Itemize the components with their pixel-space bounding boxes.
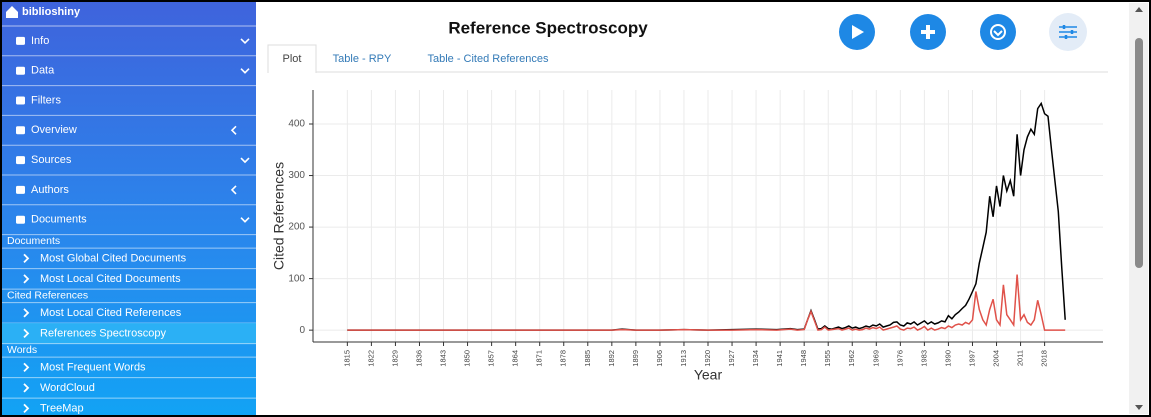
y-tick-label: 200 — [288, 222, 305, 233]
menu-label[interactable]: Data — [31, 65, 55, 77]
chevron-left — [230, 125, 237, 135]
scroll-up[interactable] — [1135, 7, 1143, 12]
x-tick-label: 1948 — [799, 350, 808, 367]
x-tick-label: 1878 — [559, 350, 568, 367]
x-tick-label: 1836 — [414, 350, 423, 367]
slider-knobs — [1062, 25, 1074, 39]
chevron-down — [240, 217, 250, 223]
menu-icon — [16, 156, 25, 165]
x-tick-label: 1906 — [655, 350, 664, 367]
menu-icon — [16, 96, 25, 105]
x-tick-label: 2004 — [992, 350, 1001, 367]
item-chevron — [23, 308, 30, 318]
section-label: Documents — [7, 235, 60, 247]
x-tick-label: 1969 — [871, 350, 880, 367]
x-tick-label: 1843 — [439, 350, 448, 367]
menu-label[interactable]: Filters — [31, 94, 61, 106]
item-chevron — [23, 274, 30, 284]
chevron-down — [240, 157, 250, 164]
page-title: Reference Spectroscopy — [448, 18, 648, 37]
menu-item[interactable]: TreeMap — [40, 402, 84, 414]
menu-item[interactable]: Most Global Cited Documents — [40, 252, 187, 264]
y-tick-label: 400 — [288, 119, 305, 130]
y-tick-label: 100 — [288, 273, 305, 284]
x-tick-label: 1815 — [342, 350, 351, 367]
x-tick-label: 1822 — [366, 350, 375, 367]
item-chevron — [23, 328, 30, 338]
brand: biblioshiny — [22, 6, 81, 18]
item-chevron — [23, 403, 30, 413]
menu-icon — [16, 215, 25, 224]
x-tick-label: 1920 — [703, 350, 712, 367]
x-tick-label: 1899 — [631, 350, 640, 367]
chevron-down — [240, 68, 250, 74]
tab[interactable]: Table - RPY — [333, 53, 392, 65]
x-tick-label: 1941 — [775, 350, 784, 367]
menu-icon — [16, 66, 25, 75]
x-tick-label: 1990 — [943, 350, 952, 367]
menu-icon — [16, 126, 25, 135]
section-label: Cited References — [7, 290, 88, 302]
chevron-left — [230, 185, 237, 195]
tab[interactable]: Table - Cited References — [427, 53, 549, 65]
x-tick-label: 1913 — [679, 350, 688, 367]
x-tick-label: 1885 — [583, 350, 592, 367]
download-icon — [990, 24, 1006, 40]
play-icon — [852, 25, 864, 39]
menu-item[interactable]: References Spectroscopy — [40, 327, 166, 339]
x-tick-label: 2011 — [1016, 350, 1025, 366]
menu-label[interactable]: Documents — [31, 214, 87, 226]
y-axis-title: Cited References — [271, 162, 287, 270]
scroll-thumb[interactable] — [1135, 38, 1143, 268]
menu-label[interactable]: Overview — [31, 124, 77, 136]
plus-icon — [921, 25, 935, 39]
sidebar — [0, 0, 256, 417]
home-icon — [6, 6, 18, 18]
menu-icon — [16, 36, 25, 45]
x-tick-label: 1927 — [727, 350, 736, 367]
download-button[interactable] — [980, 14, 1016, 50]
sliders-icon — [1059, 26, 1077, 38]
line-series — [347, 274, 1066, 332]
x-tick-label: 1829 — [390, 350, 399, 367]
x-tick-label: 1962 — [847, 350, 856, 367]
x-tick-label: 1934 — [751, 350, 760, 367]
menu-item[interactable]: Most Frequent Words — [40, 361, 146, 373]
tabs: Plot Table - RPY Table - Cited References — [267, 44, 549, 73]
x-tick-label: 1983 — [919, 350, 928, 367]
x-tick-label: 2018 — [1040, 350, 1049, 367]
menu-label[interactable]: Sources — [31, 154, 72, 166]
y-tick-label: 300 — [288, 170, 305, 181]
active-tab — [267, 44, 317, 73]
x-tick-label: 1850 — [463, 350, 472, 367]
section-label: Words — [7, 344, 37, 356]
menu-item[interactable]: Most Local Cited References — [40, 307, 182, 319]
item-chevron — [23, 383, 30, 393]
x-tick-label: 1892 — [607, 350, 616, 367]
x-tick-label: 1997 — [967, 350, 976, 367]
menu-icon — [16, 185, 25, 194]
scroll-down[interactable] — [1135, 405, 1143, 410]
download-arrow — [993, 30, 1003, 37]
x-tick-label: 1955 — [823, 350, 832, 367]
sidebar-menu: biblioshiny Info Data Filters Overview Source… — [0, 6, 256, 414]
x-axis-title: Year — [694, 367, 723, 383]
menu-item[interactable]: WordCloud — [40, 382, 95, 394]
menu-label[interactable]: Info — [31, 35, 49, 47]
menu-label[interactable]: Authors — [31, 184, 69, 196]
y-tick-label: 0 — [299, 325, 305, 336]
item-chevron — [23, 253, 30, 263]
x-tick-label: 1857 — [487, 350, 496, 367]
chevron-down — [240, 38, 250, 45]
plot: 0 100 200 300 400 1815 1822 1829 1836 1843 1850 185… — [271, 90, 1103, 383]
menu-item[interactable]: Most Local Cited Documents — [40, 273, 181, 285]
x-tick-label: 1976 — [895, 350, 904, 367]
tab[interactable]: Plot — [283, 53, 302, 65]
active-item — [0, 323, 256, 344]
x-tick-label: 1871 — [535, 350, 544, 367]
item-chevron — [23, 362, 30, 372]
x-tick-label: 1864 — [511, 350, 520, 367]
